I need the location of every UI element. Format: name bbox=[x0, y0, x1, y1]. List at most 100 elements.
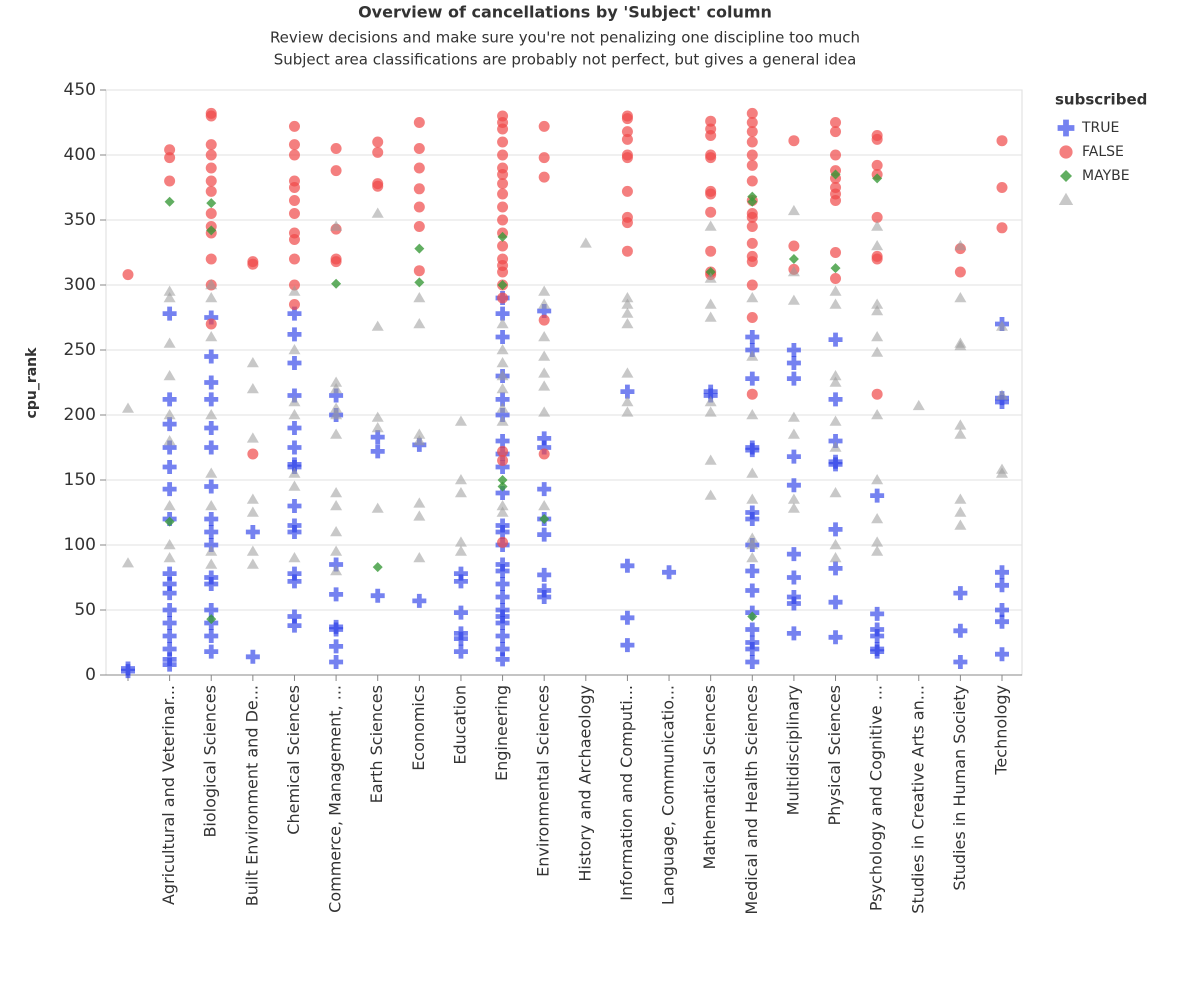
point bbox=[828, 561, 843, 576]
point bbox=[995, 578, 1009, 593]
point bbox=[537, 431, 552, 446]
point bbox=[787, 502, 800, 513]
point bbox=[996, 182, 1008, 193]
point bbox=[788, 254, 799, 264]
point bbox=[162, 657, 177, 672]
point bbox=[704, 396, 717, 407]
point bbox=[414, 277, 425, 288]
point bbox=[621, 298, 634, 309]
point bbox=[537, 304, 552, 318]
x-tick-label: Mathematical Sciences bbox=[700, 685, 719, 869]
point bbox=[954, 428, 967, 439]
point bbox=[538, 298, 551, 309]
point bbox=[162, 392, 177, 407]
point bbox=[954, 419, 967, 430]
point bbox=[162, 440, 177, 455]
point bbox=[746, 107, 758, 119]
point bbox=[746, 159, 758, 171]
point bbox=[287, 609, 302, 624]
point bbox=[414, 243, 425, 254]
point bbox=[705, 188, 717, 200]
point bbox=[995, 614, 1009, 629]
point bbox=[246, 383, 259, 394]
point bbox=[954, 340, 967, 351]
point bbox=[746, 552, 759, 563]
point bbox=[329, 622, 344, 637]
point bbox=[495, 629, 510, 643]
point bbox=[288, 552, 301, 563]
point bbox=[205, 500, 218, 511]
point bbox=[538, 448, 550, 460]
point bbox=[205, 279, 218, 290]
point bbox=[828, 332, 843, 347]
y-tick-label: 400 bbox=[64, 145, 96, 165]
point bbox=[413, 552, 426, 563]
subtitle: Review decisions and make sure you're no… bbox=[270, 29, 860, 47]
point bbox=[705, 245, 717, 257]
point bbox=[538, 367, 551, 378]
point bbox=[787, 428, 800, 439]
point bbox=[745, 642, 760, 656]
point bbox=[287, 388, 302, 403]
point bbox=[829, 370, 842, 381]
point bbox=[372, 146, 384, 158]
point bbox=[828, 595, 843, 610]
point bbox=[413, 510, 426, 521]
point bbox=[538, 380, 551, 391]
point bbox=[205, 110, 217, 122]
point bbox=[871, 536, 884, 547]
legend-label: MAYBE bbox=[1082, 168, 1130, 184]
point bbox=[329, 557, 344, 572]
point bbox=[829, 285, 842, 296]
point bbox=[288, 234, 300, 245]
point bbox=[745, 371, 760, 386]
point bbox=[747, 611, 758, 622]
point bbox=[496, 370, 509, 381]
point bbox=[204, 440, 219, 455]
point bbox=[871, 545, 884, 556]
point bbox=[829, 487, 842, 498]
point bbox=[205, 253, 217, 265]
y-tick-label: 350 bbox=[64, 210, 96, 230]
point bbox=[287, 327, 302, 342]
point bbox=[204, 375, 219, 390]
point bbox=[330, 256, 342, 268]
point bbox=[497, 240, 509, 252]
point bbox=[205, 467, 218, 478]
point bbox=[162, 629, 177, 643]
point bbox=[497, 266, 509, 278]
point bbox=[496, 357, 509, 368]
point bbox=[413, 221, 425, 232]
point bbox=[705, 206, 717, 218]
point bbox=[621, 245, 633, 257]
point bbox=[538, 331, 551, 342]
point bbox=[871, 133, 883, 145]
point bbox=[786, 343, 801, 357]
point bbox=[245, 525, 260, 539]
point bbox=[205, 292, 218, 303]
point bbox=[538, 285, 551, 296]
point bbox=[497, 201, 509, 213]
point bbox=[829, 415, 842, 426]
legend-title: subscribed bbox=[1055, 91, 1147, 109]
point bbox=[496, 415, 509, 426]
point bbox=[495, 577, 510, 591]
point bbox=[163, 292, 176, 303]
point bbox=[329, 639, 344, 654]
point bbox=[828, 457, 843, 472]
point bbox=[371, 320, 384, 331]
point bbox=[329, 655, 344, 669]
point bbox=[162, 577, 177, 591]
x-tick-label: Language, Communicatio... bbox=[659, 685, 678, 905]
point bbox=[786, 596, 801, 611]
point bbox=[372, 180, 384, 192]
point bbox=[746, 350, 759, 361]
point bbox=[163, 435, 176, 446]
legend-symbol bbox=[1060, 170, 1072, 182]
point bbox=[746, 493, 759, 504]
x-tick-label: Commerce, Management, ... bbox=[326, 685, 345, 913]
point bbox=[747, 196, 758, 207]
point bbox=[871, 513, 884, 524]
point bbox=[329, 587, 344, 602]
